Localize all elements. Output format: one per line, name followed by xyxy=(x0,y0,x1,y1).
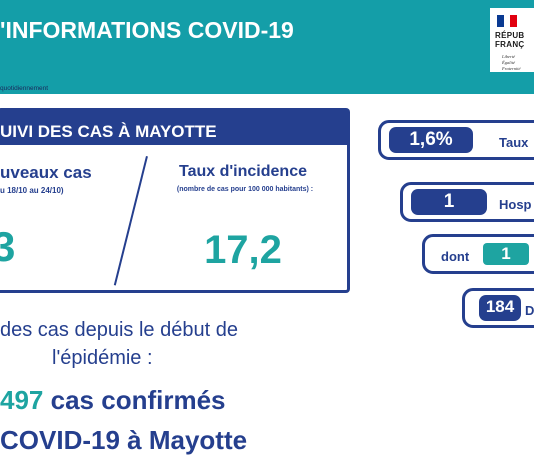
kpi-hosp-value: 1 xyxy=(443,191,455,212)
incidence-sublabel: (nombre de cas pour 100 000 habitants) : xyxy=(176,186,314,193)
republique-francaise-logo: RÉPUB FRANÇ Liberté Égalité Fraternité xyxy=(490,8,534,72)
panel-title: UIVI DES CAS À MAYOTTE xyxy=(0,122,217,141)
kpi-positivity-value-box xyxy=(389,127,473,153)
summary-line-2: l'épidémie : xyxy=(52,347,153,369)
new-cases-period: u 18/10 au 24/10) xyxy=(0,186,64,195)
page-title: 'INFORMATIONS COVID-19 xyxy=(0,17,294,43)
logo-motto-1: Liberté xyxy=(502,54,515,59)
disease-location-line: COVID-19 à Mayotte xyxy=(0,425,248,455)
total-cases-number: 497 xyxy=(0,385,44,415)
logo-motto-2: Égalité xyxy=(502,60,515,65)
subtitle-strip xyxy=(0,80,534,94)
french-flag-icon xyxy=(497,15,518,27)
logo-line-2: FRANÇ xyxy=(495,40,525,49)
kpi-hospitalisations: 1 Hosp xyxy=(400,182,534,222)
header-banner xyxy=(0,0,534,80)
kpi-deaths: 184 D xyxy=(462,288,534,328)
new-cases-value: 3 xyxy=(0,223,16,270)
kpi-deaths-label: D xyxy=(525,303,534,318)
kpi-deaths-value-box xyxy=(479,295,521,321)
incidence-value: 17,2 xyxy=(204,228,282,272)
logo-motto-3: Fraternité xyxy=(502,66,521,71)
incidence-label: Taux d'incidence xyxy=(179,163,307,180)
kpi-hosp-value-box xyxy=(411,189,487,215)
kpi-positivity-label: Taux xyxy=(499,135,529,150)
kpi-deaths-value: 184 xyxy=(485,297,515,316)
new-cases-label: uveaux cas xyxy=(0,163,92,182)
summary-line-1: des cas depuis le début de xyxy=(0,319,238,341)
panel-title-bar xyxy=(0,108,350,145)
total-cases-words: cas confirmés xyxy=(50,385,226,415)
logo-line-1: RÉPUB xyxy=(495,31,525,40)
kpi-dont-value: 1 xyxy=(501,244,511,263)
kpi-dont-prefix: dont xyxy=(441,249,470,264)
kpi-hosp-label: Hosp xyxy=(499,197,532,212)
kpi-dont-value-box xyxy=(483,243,529,265)
update-frequency-note: quotidiennement xyxy=(0,85,49,92)
kpi-positivity-value: 1,6% xyxy=(409,129,453,150)
kpi-reanimation: dont 1 xyxy=(422,234,534,274)
total-cases-line: 497 cas confirmés xyxy=(0,385,226,416)
kpi-positivity-rate: 1,6% Taux xyxy=(378,120,534,160)
